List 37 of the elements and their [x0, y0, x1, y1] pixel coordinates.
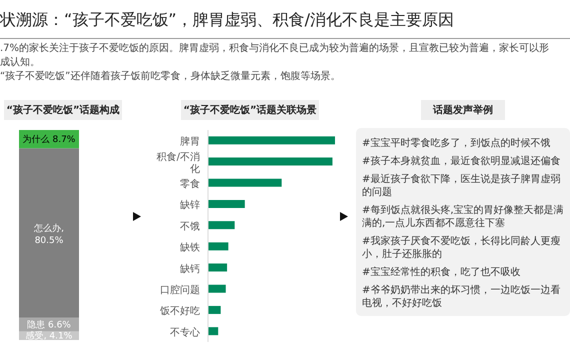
- bar: [19, 148, 79, 318]
- text: #宝宝平时零食吃多了，到饭点的时候不饿: [362, 137, 552, 150]
- bar: [208, 200, 245, 208]
- y-tick-label: 缺钙: [180, 262, 200, 275]
- text: 隐患 6.6%: [27, 320, 71, 330]
- text: .7%的家长关注于孩子不爱吃饭的原因。脾胃虚弱，积食与消化不良已成为较为普遍的场景，且宣教已较为普遍，家长可以形成认知。 “孩子不爱吃饭”还伴随着孩子饭前吃零食，身体缺乏微量元素，饱腹等场景。: [0, 42, 550, 84]
- bar: [208, 242, 228, 250]
- y-tick-label: 脾胃: [180, 136, 200, 148]
- text: #爷爷奶奶带出来的坏习惯，一边吃饭一边看电视，不好好吃饭: [362, 284, 562, 310]
- text: #宝宝经常性的积食，吃了也不吸收: [362, 266, 522, 279]
- text: 状溯源：“孩子不爱吃饭”，脾胃虚弱、积食/消化不良是主要原因: [0, 10, 454, 31]
- text: 为什么 8.7%: [22, 135, 76, 146]
- y-tick-label: 零食: [180, 178, 200, 190]
- bar: [208, 158, 332, 166]
- text: 话题发声举例: [421, 100, 505, 120]
- series-label: 怎么办,: [33, 222, 64, 234]
- bar: [208, 178, 282, 187]
- bar: [208, 306, 221, 314]
- text: #我家孩子厌食不爱吃饭，长得比同龄人更瘦小，肚子还胀胀的: [362, 235, 562, 261]
- x-axis-title: “孩子不爱吃饭”话题构成: [4, 100, 122, 120]
- text: #最近孩子食欲下降，医生说是孩子脾胃虚弱的问题: [362, 173, 562, 199]
- bar: [208, 136, 335, 144]
- y-tick-label: 缺铁: [180, 242, 200, 254]
- text: #每到饭点就很头疼,宝宝的胃好像整天都是满满的,一点儿东西都不愿意往下塞: [362, 204, 565, 230]
- y-tick-label: 不专心: [170, 326, 200, 338]
- bar: [208, 221, 235, 230]
- bar: [208, 284, 226, 293]
- chart-title: “孩子不爱吃饭”话题关联场景: [181, 100, 319, 120]
- y-tick-label: 积食/不消化: [156, 150, 200, 175]
- data-label: 80.5%: [34, 236, 64, 246]
- y-tick-label: 缺锌: [180, 199, 200, 212]
- bar: [208, 264, 228, 272]
- bar: [208, 327, 218, 336]
- y-tick-label: 口腔问题: [160, 284, 200, 296]
- text: #孩子本身就贫血，最近食欲明显减退还偏食: [362, 155, 562, 168]
- y-tick-label: 不饿: [180, 221, 200, 232]
- y-tick-label: 饭不好吃: [159, 305, 200, 318]
